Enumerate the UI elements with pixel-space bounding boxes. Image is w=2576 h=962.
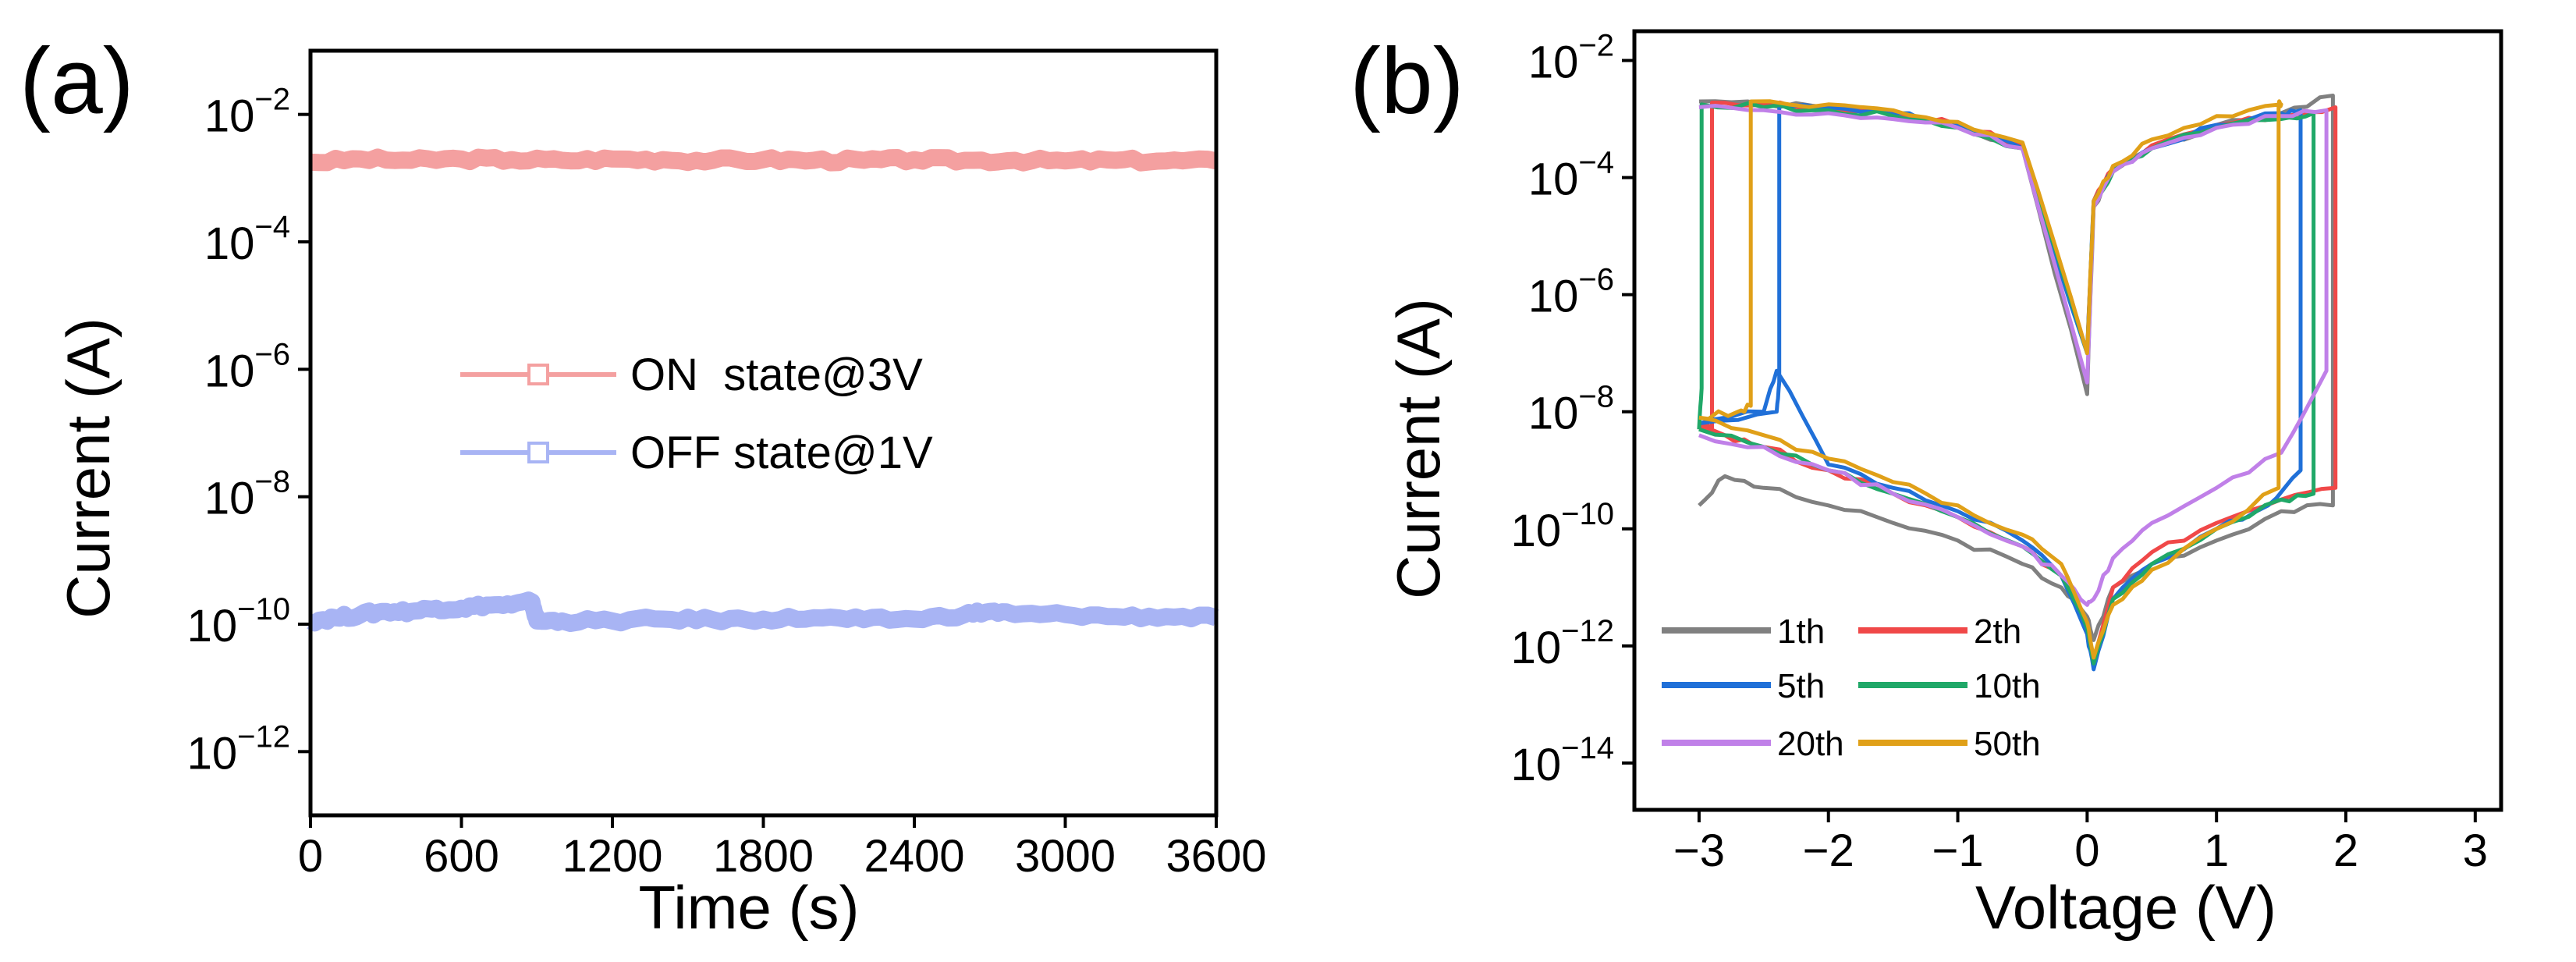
panel-b-x-tick-label: 1 xyxy=(2204,825,2229,876)
panel-a: (a) Current (A) Time (s) 0 600 1200 1800 240… xyxy=(20,29,1267,942)
panel-b: (b) Current (A) Voltage (V) −3 −2 −1 0 1 2 3 10… xyxy=(1350,29,2503,942)
legend-label-20th: 20th xyxy=(1777,725,1844,763)
panel-b-series-50th xyxy=(1698,99,2283,660)
panel-b-x-tick-label: −3 xyxy=(1673,825,1725,876)
panel-a-x-axis-title: Time (s) xyxy=(638,873,859,942)
panel-a-series-on xyxy=(310,148,1219,172)
panel-b-legend: 1th 2th 5th 10th 20th 50th xyxy=(1662,612,2041,763)
panel-b-x-axis-title: Voltage (V) xyxy=(1975,873,2276,942)
legend-marker-on-state xyxy=(527,364,549,385)
panel-a-plot-frame xyxy=(308,48,1219,818)
panel-a-x-tick-label: 600 xyxy=(424,831,499,882)
panel-a-x-tick-label: 3000 xyxy=(1015,831,1116,882)
panel-a-series-off xyxy=(306,591,1219,632)
legend-label-1th: 1th xyxy=(1777,612,1825,651)
panel-b-label: (b) xyxy=(1350,29,1464,133)
panel-a-legend: ON state@3V OFF state@1V xyxy=(460,350,933,478)
panel-a-x-tick-label: 2400 xyxy=(864,831,964,882)
panel-b-x-tick-label: 3 xyxy=(2463,825,2488,876)
panel-a-x-tick-label: 1800 xyxy=(713,831,814,882)
panel-b-y-axis-title: Current (A) xyxy=(1384,298,1453,599)
panel-a-label: (a) xyxy=(20,29,134,133)
panel-a-y-axis-title: Current (A) xyxy=(54,318,122,619)
panel-a-x-tick-label: 1200 xyxy=(562,831,662,882)
legend-label-5th: 5th xyxy=(1777,667,1825,705)
legend-marker-off-state xyxy=(527,442,549,463)
legend-label-on-state: ON state@3V xyxy=(630,350,923,400)
legend-label-50th: 50th xyxy=(1974,725,2041,763)
panel-b-x-tick-label: 0 xyxy=(2074,825,2099,876)
panel-b-x-tick-label: 2 xyxy=(2333,825,2358,876)
panel-b-x-tick-label: −1 xyxy=(1932,825,1983,876)
legend-label-10th: 10th xyxy=(1974,667,2041,705)
panel-a-x-tick-label: 3600 xyxy=(1166,831,1266,882)
panel-a-y-tick-label: 10−4 xyxy=(204,210,290,269)
panel-b-plot-frame xyxy=(1632,29,2503,812)
legend-label-off-state: OFF state@1V xyxy=(630,428,933,478)
panel-a-x-tick-label: 0 xyxy=(298,831,323,882)
panel-b-x-tick-label: −2 xyxy=(1803,825,1854,876)
panel-b-y-tick-label: 10−14 xyxy=(1511,731,1614,790)
legend-label-2th: 2th xyxy=(1974,612,2021,651)
panel-b-series-20th xyxy=(1698,104,2329,607)
